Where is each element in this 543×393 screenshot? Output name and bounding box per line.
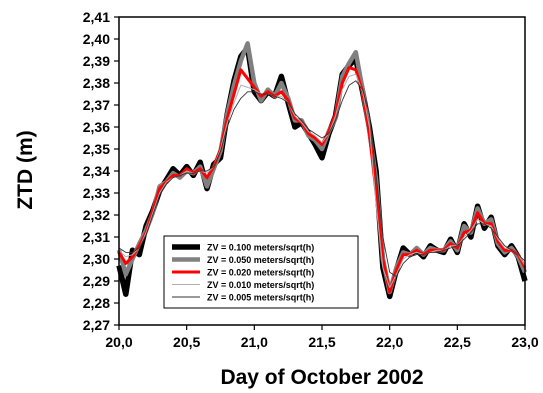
legend-label-2: ZV = 0.050 meters/sqrt(h)	[207, 255, 314, 265]
x-tick-label: 21,0	[241, 334, 268, 350]
legend-label-3: ZV = 0.020 meters/sqrt(h)	[207, 268, 314, 278]
y-tick-label: 2,33	[83, 185, 110, 201]
y-axis-title: ZTD (m)	[14, 130, 37, 209]
y-tick-label: 2,31	[83, 229, 110, 245]
x-axis: 20,0 20,5 21,0 21,5 22,0 22,5 23,0	[105, 325, 539, 350]
y-tick-label: 2,29	[83, 273, 110, 289]
y-tick-label: 2,36	[83, 119, 110, 135]
x-tick-label: 23,0	[511, 334, 538, 350]
series-line-3	[117, 66, 527, 294]
legend: ZV = 0.100 meters/sqrt(h) ZV = 0.050 mete…	[163, 235, 359, 309]
y-tick-label: 2,35	[83, 141, 110, 157]
legend-label-1: ZV = 0.100 meters/sqrt(h)	[207, 243, 314, 253]
y-tick-label: 2,27	[83, 317, 110, 333]
x-tick-label: 20,0	[105, 334, 132, 350]
legend-label-4: ZV = 0.010 meters/sqrt(h)	[207, 280, 314, 290]
y-tick-label: 2,30	[83, 251, 110, 267]
x-tick-label: 22,0	[376, 334, 403, 350]
y-tick-label: 2,39	[83, 53, 110, 69]
y-tick-label: 2,28	[83, 295, 110, 311]
y-tick-label: 2,41	[83, 9, 110, 25]
y-tick-label: 2,32	[83, 207, 110, 223]
y-axis: 2,27 2,28 2,29 2,30 2,31 2,32 2,33 2,34 2,35 2,36…	[83, 9, 119, 333]
x-tick-label: 22,5	[444, 334, 471, 350]
y-tick-label: 2,37	[83, 97, 110, 113]
series-line-5	[118, 80, 526, 278]
series-layer	[116, 41, 528, 300]
y-tick-label: 2,40	[83, 31, 110, 47]
y-tick-label: 2,38	[83, 75, 110, 91]
x-tick-label: 21,5	[308, 334, 335, 350]
x-axis-title: Day of October 2002	[220, 366, 423, 389]
x-tick-label: 20,5	[173, 334, 200, 350]
legend-label-5: ZV = 0.005 meters/sqrt(h)	[207, 293, 314, 303]
y-tick-label: 2,34	[83, 163, 110, 179]
